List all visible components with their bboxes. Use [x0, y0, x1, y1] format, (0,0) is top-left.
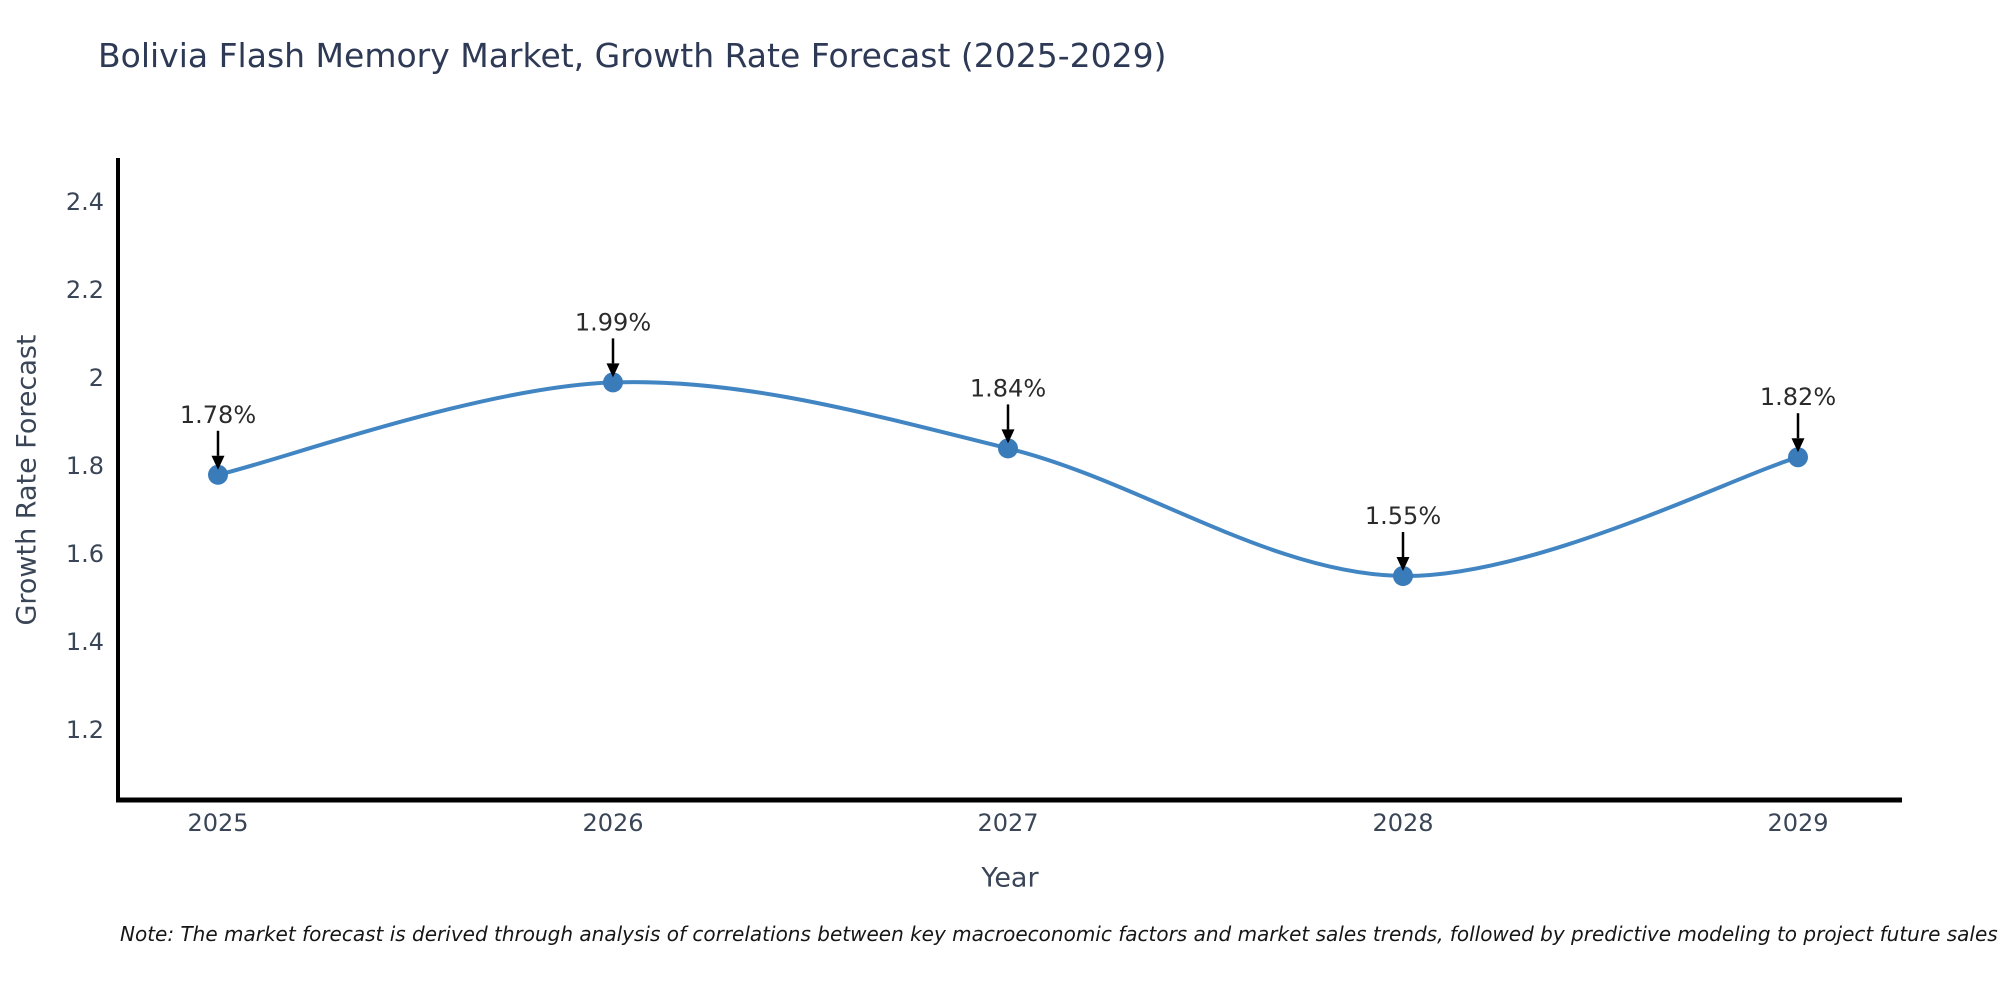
annotation-arrowhead-icon: [1001, 429, 1015, 444]
data-point-label: 1.99%: [575, 308, 651, 336]
x-tick-label: 2026: [582, 809, 643, 837]
annotation-arrowhead-icon: [1396, 557, 1410, 571]
x-axis-title: Year: [981, 862, 1039, 894]
chart-title: Bolivia Flash Memory Market, Growth Rate…: [98, 36, 1167, 75]
x-tick-label: 2029: [1767, 809, 1828, 837]
data-point-label: 1.84%: [970, 374, 1046, 402]
y-tick-label: 1.8: [66, 452, 104, 480]
annotation-arrowhead-icon: [1791, 438, 1805, 453]
x-tick-label: 2027: [977, 809, 1038, 837]
annotation-arrowhead-icon: [606, 363, 620, 378]
y-tick-label: 2.2: [66, 276, 104, 304]
data-point-marker: [208, 464, 228, 485]
x-tick-label: 2028: [1372, 809, 1433, 837]
x-tick-label: 2025: [187, 809, 248, 837]
data-point-label: 1.78%: [180, 401, 256, 429]
data-point-label: 1.82%: [1760, 383, 1836, 411]
y-tick-label: 1.4: [66, 628, 104, 656]
y-tick-label: 2.4: [66, 188, 104, 216]
y-tick-label: 1.2: [66, 716, 104, 744]
data-point-label: 1.55%: [1365, 502, 1441, 530]
data-point-marker: [998, 438, 1018, 459]
data-point-marker: [1788, 447, 1808, 468]
data-point-marker: [603, 372, 623, 393]
data-point-marker: [1393, 566, 1413, 586]
y-tick-label: 2: [89, 364, 104, 392]
footnote: Note: The market forecast is derived thr…: [120, 922, 1998, 946]
y-tick-label: 1.6: [66, 540, 104, 568]
annotation-arrowhead-icon: [211, 455, 225, 470]
